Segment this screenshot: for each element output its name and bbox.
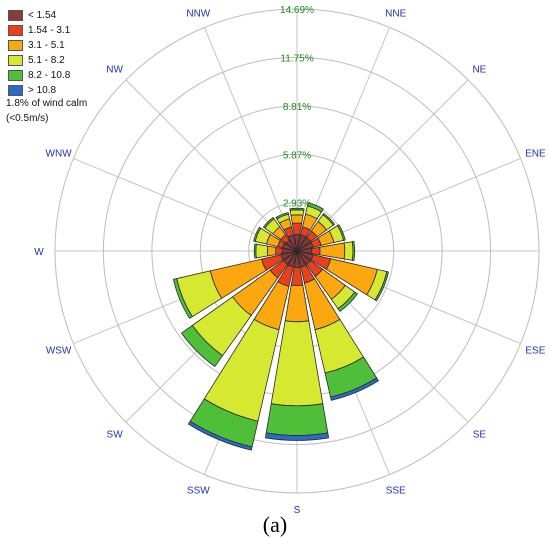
legend-swatch <box>8 55 23 66</box>
legend-item: 3.1 - 5.1 <box>8 38 70 53</box>
legend-swatch <box>8 70 23 81</box>
wind-bar-segment <box>290 214 304 224</box>
legend-label: 5.1 - 8.2 <box>28 55 65 66</box>
legend-label: > 10.8 <box>28 85 57 96</box>
legend-item: 5.1 - 8.2 <box>8 53 70 68</box>
wind-bar-segment <box>255 243 269 259</box>
wind-bar-segment <box>275 246 283 256</box>
wind-bar-segment <box>266 245 277 257</box>
legend-swatch <box>8 85 23 96</box>
legend-label: 8.2 - 10.8 <box>28 70 71 81</box>
direction-label: SSW <box>187 485 210 496</box>
wind-bar-segment <box>319 242 346 260</box>
legend-label: < 1.54 <box>28 10 57 21</box>
direction-label: NNE <box>385 9 406 20</box>
direction-label: W <box>34 247 44 258</box>
legend: < 1.54 1.54 - 3.1 3.1 - 5.1 5.1 - 8.2 8.… <box>8 8 70 98</box>
ring-label: 5.87% <box>283 150 311 161</box>
direction-label: SSE <box>386 485 406 496</box>
legend-swatch <box>8 25 23 36</box>
wind-bar-segment <box>264 432 330 441</box>
wind-bar-segment <box>289 207 305 211</box>
wind-bar-segment <box>253 226 262 242</box>
wind-bar-segment <box>289 209 305 216</box>
legend-label: 3.1 - 5.1 <box>28 40 65 51</box>
ring-label: 2.93% <box>283 199 311 210</box>
wind-bar-segment <box>374 271 389 302</box>
wind-bar-segment <box>291 222 303 236</box>
legend-swatch <box>8 40 23 51</box>
wind-bar-segment <box>265 403 329 436</box>
wind-bar-segment <box>343 241 354 261</box>
wind-bar-segment <box>284 284 310 323</box>
legend-item: > 10.8 <box>8 83 70 98</box>
legend-item: < 1.54 <box>8 8 70 23</box>
wind-bar-segment <box>187 420 253 451</box>
calm-note-line: 1.8% of wind calm <box>6 98 88 109</box>
wind-bar-segment <box>351 240 356 262</box>
direction-label: SW <box>107 429 124 440</box>
wind-bar-segment <box>322 212 336 226</box>
direction-label: SE <box>473 429 487 440</box>
legend-item: 1.54 - 3.1 <box>8 23 70 38</box>
wind-bar-segment <box>270 320 324 407</box>
wind-bar-segment <box>306 202 324 213</box>
grid-ring <box>102 56 492 446</box>
wind-bar-segment <box>172 278 193 319</box>
ring-label: 14.69% <box>280 5 314 16</box>
legend-label: 1.54 - 3.1 <box>28 25 71 36</box>
direction-label: ESE <box>525 346 545 357</box>
ring-label: 11.75% <box>280 53 313 64</box>
wind-bar-segment <box>253 243 257 259</box>
direction-label: NW <box>106 65 123 76</box>
direction-label: WSW <box>46 346 72 357</box>
wind-bar-segment <box>262 216 275 229</box>
direction-label: WNW <box>46 148 73 159</box>
ring-label: 8.81% <box>283 102 311 113</box>
wind-bar-segment <box>311 246 321 256</box>
wind-bar-segment <box>275 212 289 220</box>
wind-bar-segment <box>330 377 379 401</box>
direction-label: NNW <box>186 9 210 20</box>
wind-bar-segment <box>180 324 224 368</box>
figure-caption: (a) <box>262 512 288 537</box>
direction-label: S <box>294 505 301 516</box>
legend-swatch <box>8 10 23 21</box>
legend-item: 8.2 - 10.8 <box>8 68 70 83</box>
calm-note-line: (<0.5m/s) <box>6 113 49 124</box>
grid-ring <box>54 8 540 494</box>
spoke-line <box>203 27 298 252</box>
wind-bar-segment <box>337 291 358 312</box>
direction-label: NE <box>472 65 486 76</box>
direction-label: ENE <box>525 148 546 159</box>
wind-bar-segment <box>336 224 346 241</box>
calm-note: 1.8% of wind calm (<0.5m/s) <box>6 96 87 126</box>
